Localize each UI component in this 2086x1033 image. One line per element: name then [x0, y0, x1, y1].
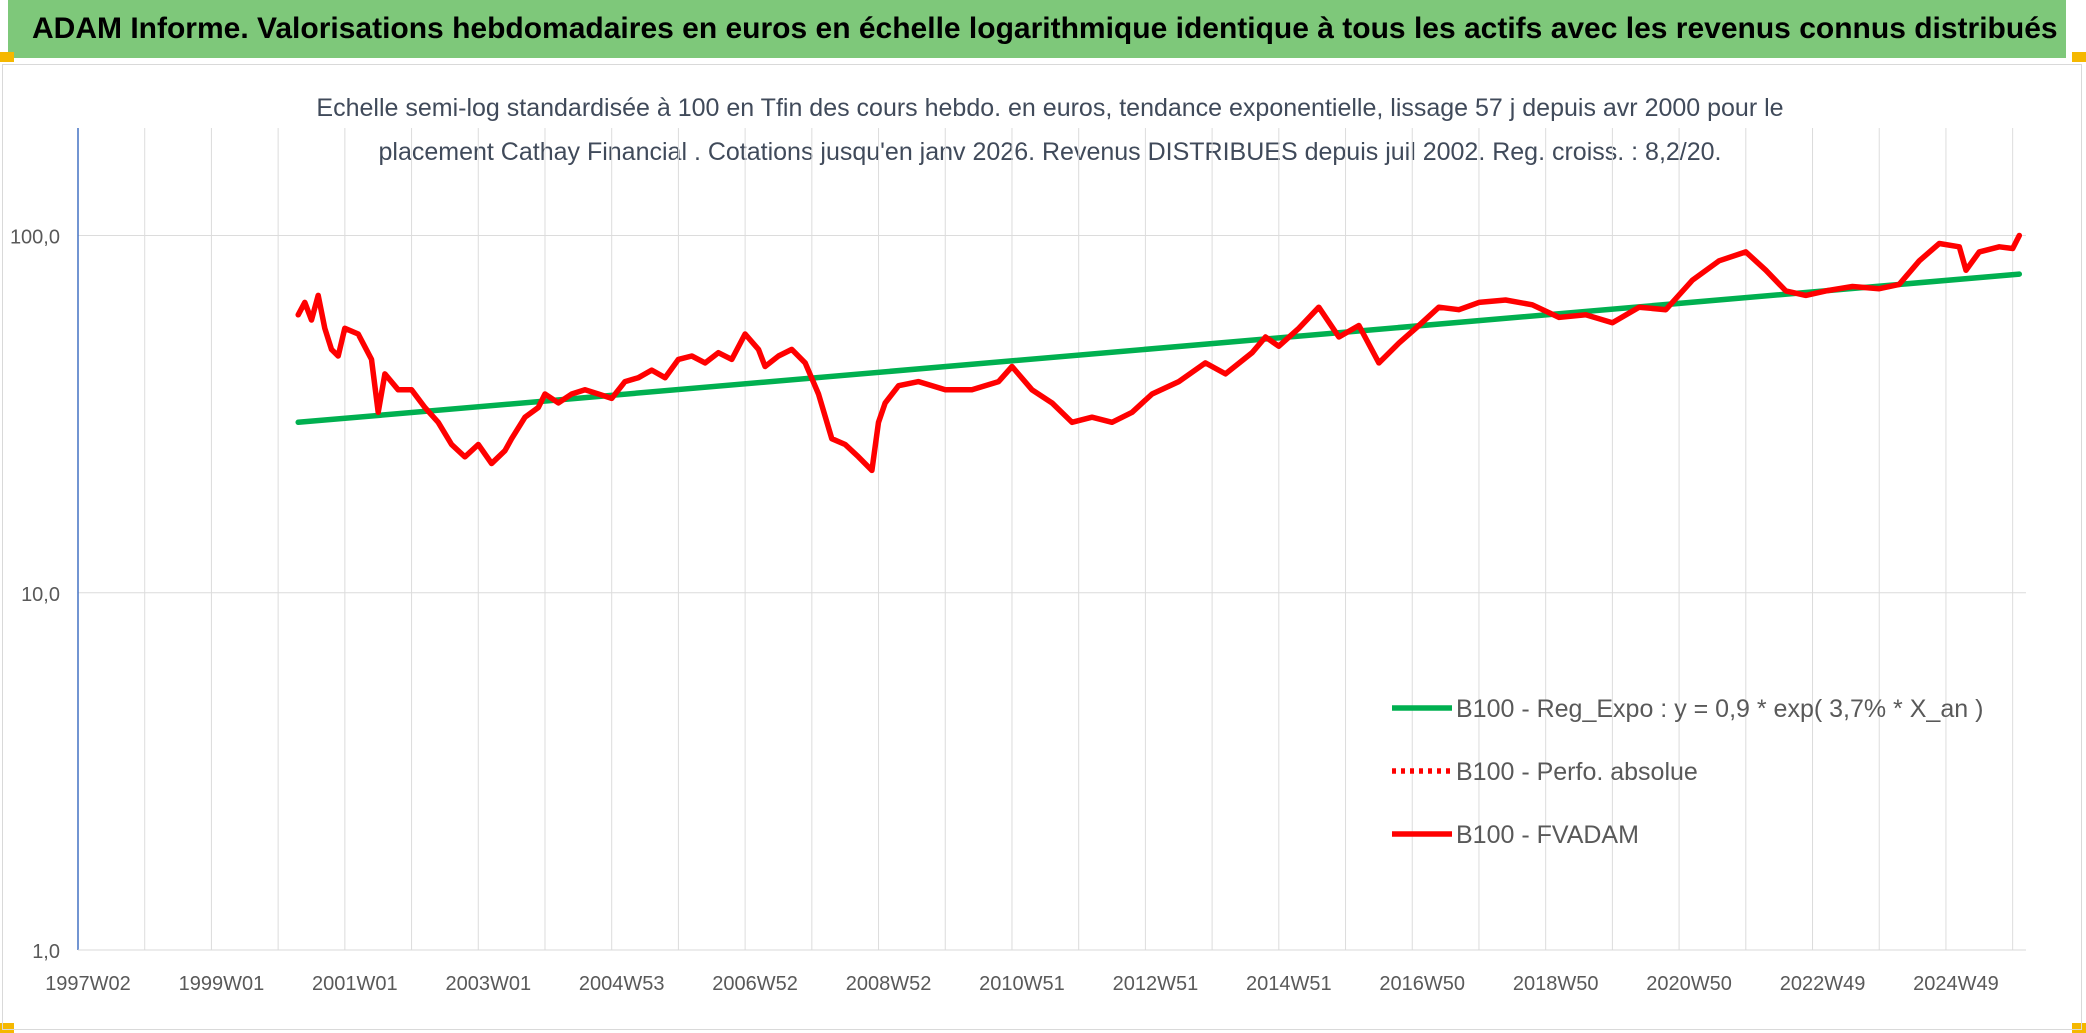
x-tick-label: 2022W49: [1780, 973, 1866, 995]
x-tick-label: 2003W01: [445, 973, 531, 995]
y-tick-label: 100,0: [10, 227, 60, 249]
x-tick-label: 2008W52: [846, 973, 932, 995]
x-tick-label: 2018W50: [1513, 973, 1599, 995]
legend-label: B100 - FVADAM: [1456, 821, 1639, 849]
x-tick-label: 2020W50: [1646, 973, 1732, 995]
series-layer: [295, 232, 2023, 474]
x-tick-label: 2016W50: [1379, 973, 1465, 995]
x-tick-label: 2014W51: [1246, 973, 1332, 995]
chart-title-line-1: Echelle semi-log standardisée à 100 en T…: [316, 94, 1784, 122]
x-tick-label: 2006W52: [712, 973, 798, 995]
x-tick-label: 1999W01: [179, 973, 265, 995]
y-tick-label: 10,0: [21, 584, 60, 606]
series-line-fvadam: [295, 232, 2023, 474]
corner-marker-bottom-right: [2072, 1023, 2086, 1033]
x-tick-label: 2010W51: [979, 973, 1065, 995]
corner-marker-top-left: [0, 52, 14, 62]
chart-area-border: [2, 64, 2082, 1030]
corner-marker-top-right: [2072, 52, 2086, 62]
x-tick-label: 2004W53: [579, 973, 665, 995]
x-tick-label: 2012W51: [1113, 973, 1199, 995]
legend-label: B100 - Perfo. absolue: [1456, 758, 1698, 786]
axis-layer: 1,0 10,0 100,0 1997W02 1999W01 2001W01 2003W01…: [10, 128, 2026, 995]
grid-layer: [77, 128, 2026, 951]
chart-title: Echelle semi-log standardisée à 100 en T…: [200, 86, 1900, 174]
report-title-banner: ADAM Informe. Valorisations hebdomadaire…: [8, 0, 2066, 58]
y-tick-label: 1,0: [32, 941, 60, 963]
corner-marker-bottom-left: [0, 1023, 14, 1033]
x-tick-label: 1997W02: [45, 973, 131, 995]
legend-label: B100 - Reg_Expo : y = 0,9 * exp( 3,7% * …: [1456, 695, 1983, 723]
legend: B100 - Reg_Expo : y = 0,9 * exp( 3,7% * …: [1392, 695, 1983, 849]
chart-title-line-2: placement Cathay Financial . Cotations j…: [378, 138, 1722, 166]
report-title: ADAM Informe. Valorisations hebdomadaire…: [32, 12, 2058, 45]
x-tick-label: 2001W01: [312, 973, 398, 995]
series-line-regression: [295, 271, 2023, 426]
x-tick-label: 2024W49: [1913, 973, 1999, 995]
